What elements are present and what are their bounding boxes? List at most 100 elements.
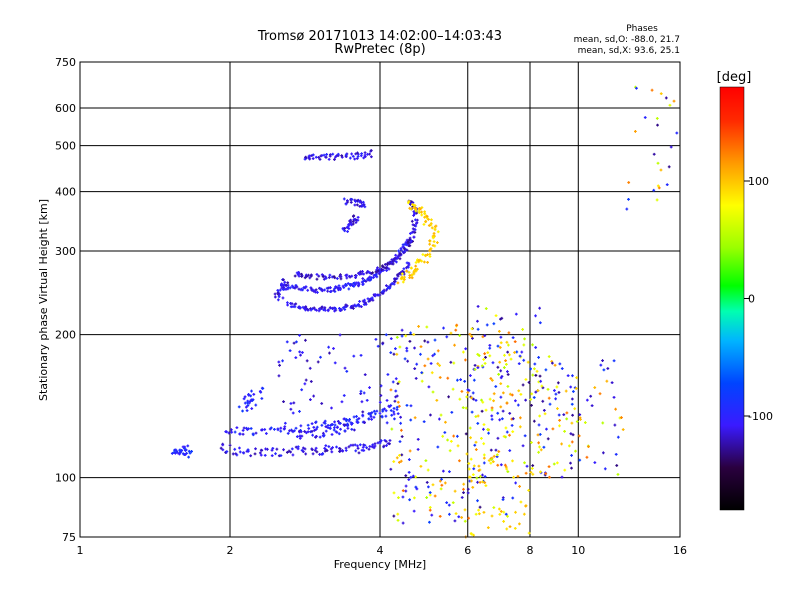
data-point (486, 526, 490, 530)
data-point (273, 295, 277, 299)
data-point (421, 253, 425, 256)
data-point (664, 96, 668, 100)
data-point (225, 450, 229, 453)
data-point (530, 441, 533, 444)
data-point (502, 510, 506, 514)
data-point (441, 434, 445, 438)
data-point (407, 270, 411, 274)
data-point (570, 440, 574, 444)
data-point (538, 321, 542, 325)
data-point (454, 512, 458, 515)
data-point (453, 519, 457, 523)
data-point (420, 371, 424, 375)
data-point (254, 403, 258, 407)
data-point (252, 392, 256, 396)
data-point (571, 374, 574, 378)
data-point (246, 404, 250, 407)
data-point (536, 433, 540, 437)
data-point (505, 527, 509, 531)
data-point (389, 409, 393, 412)
data-point (246, 399, 250, 403)
data-point (241, 429, 245, 432)
data-point (524, 471, 528, 475)
data-point (491, 361, 495, 365)
data-point (472, 397, 475, 401)
data-point (578, 413, 582, 417)
data-point (414, 218, 417, 222)
data-point (544, 368, 548, 372)
data-point (353, 428, 356, 432)
data-point (284, 287, 288, 291)
data-point (327, 445, 331, 448)
data-point (363, 443, 367, 447)
y-tick-label: 75 (62, 531, 76, 544)
data-point (496, 411, 500, 415)
data-point (543, 412, 547, 416)
data-point (385, 284, 388, 288)
data-point (470, 396, 473, 400)
data-point (489, 448, 493, 452)
data-point (616, 435, 620, 439)
data-point (419, 345, 423, 349)
data-point (399, 421, 403, 425)
data-point (405, 261, 409, 265)
data-point (455, 323, 459, 327)
data-point (480, 436, 483, 440)
data-point (423, 364, 427, 368)
data-point (522, 358, 526, 362)
y-tick-label: 400 (55, 186, 76, 199)
data-point (449, 331, 453, 335)
data-point (392, 491, 396, 495)
data-point (335, 430, 339, 434)
colorbar-ticks: 100 0 -100 (744, 175, 773, 423)
data-point (593, 386, 597, 389)
data-point (238, 446, 241, 450)
data-point (345, 199, 349, 203)
data-point (413, 367, 417, 371)
grid-lines (80, 62, 680, 537)
data-point (455, 434, 459, 438)
data-point (281, 296, 285, 300)
data-point (339, 277, 343, 281)
data-point (282, 278, 285, 282)
data-point (234, 452, 238, 456)
data-point (183, 453, 187, 456)
data-point (396, 382, 400, 385)
data-point (362, 156, 366, 160)
data-point (338, 447, 342, 451)
data-point (409, 418, 413, 422)
data-point (327, 157, 331, 161)
x-tick-label: 4 (377, 544, 384, 557)
data-point (238, 450, 242, 454)
data-point (286, 432, 290, 435)
data-point (483, 481, 487, 485)
data-point (187, 449, 191, 453)
data-point (301, 446, 305, 450)
data-point (466, 491, 470, 495)
data-point (482, 442, 486, 446)
data-point (370, 417, 374, 421)
data-point (407, 470, 411, 474)
data-point (404, 489, 408, 493)
data-point (438, 364, 441, 367)
data-point (439, 413, 443, 417)
data-point (323, 288, 326, 292)
data-point (620, 416, 623, 419)
data-point (445, 335, 449, 339)
data-point (357, 282, 361, 286)
data-point (315, 273, 319, 276)
data-point (511, 430, 515, 433)
data-point (400, 272, 404, 276)
data-point (361, 413, 365, 417)
data-point (412, 235, 416, 239)
data-point (344, 449, 348, 452)
data-point (408, 339, 412, 343)
data-point (354, 449, 358, 453)
data-point (386, 262, 389, 266)
data-point (531, 373, 535, 377)
data-point (360, 201, 363, 205)
data-point (370, 296, 374, 300)
data-point (523, 434, 527, 438)
data-point (381, 341, 385, 345)
